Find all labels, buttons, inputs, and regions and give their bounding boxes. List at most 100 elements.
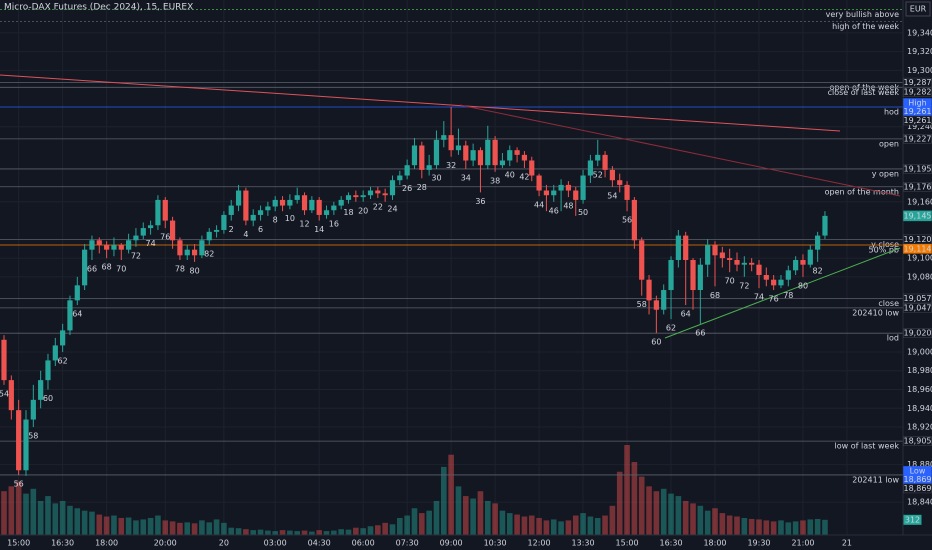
candle-body [184, 249, 190, 256]
x-tick-label: 20:00 [154, 539, 177, 548]
price-badge-label: 19,020 [904, 329, 932, 338]
price-badge-label: 19,120 [904, 235, 932, 244]
bar-number: 52 [593, 171, 603, 180]
volume-bar [177, 522, 183, 535]
level-label: 50% pb [869, 245, 899, 254]
candle-body [272, 199, 278, 207]
currency-box[interactable] [905, 1, 931, 17]
volume-bar [213, 519, 220, 535]
bar-number: 18 [343, 208, 353, 217]
candle-body [316, 199, 322, 215]
candle-body [243, 190, 249, 221]
volume-bar [191, 523, 198, 535]
bar-number: 62 [666, 324, 676, 333]
candle-body [419, 145, 425, 170]
price-badge-label: 19,287 [904, 78, 932, 87]
candle-body [177, 240, 183, 256]
candle-body [1, 339, 7, 381]
level-label: lod [887, 334, 899, 343]
candle-body [602, 154, 608, 170]
volume-bar [301, 530, 308, 535]
volume-bar [756, 519, 762, 535]
level-label: low of last week [835, 442, 900, 451]
candle-body [441, 135, 447, 140]
bar-number: 20 [358, 206, 368, 215]
bar-number: 58 [28, 432, 38, 441]
volume-bar [331, 530, 337, 535]
y-tick-label: 19,000 [907, 347, 932, 356]
candle-body [162, 199, 168, 221]
level-label: y close [871, 240, 899, 249]
chart-title: Micro-DAX Futures (Dec 2024), 15, EUREX [4, 3, 193, 13]
volume-bar [800, 520, 806, 535]
bar-number: 74 [754, 293, 764, 302]
x-tick-label: 03:00 [264, 539, 287, 548]
candle-body [646, 279, 652, 301]
x-tick-label: 18:00 [95, 539, 118, 548]
candle-body [536, 175, 542, 191]
bar-number: 30 [431, 173, 441, 182]
volume-bar [807, 519, 814, 535]
bar-number: 72 [131, 251, 141, 260]
candle-body [104, 244, 110, 250]
volume-bar [206, 522, 213, 535]
volume-bar [631, 462, 638, 535]
currency[interactable]: EUR [910, 5, 927, 14]
candle-body [257, 210, 264, 215]
volume-bar [580, 513, 586, 535]
candle-body [148, 225, 154, 229]
volume-bar [59, 500, 66, 535]
volume-bar [587, 516, 594, 535]
volume-bar [162, 520, 169, 535]
candle-body [477, 150, 484, 166]
candle-body [345, 195, 352, 200]
y-tick-label: 18,940 [907, 404, 932, 413]
level-label: close [878, 299, 899, 308]
price-badge-label: 19,114 [904, 244, 932, 253]
candle-body [397, 175, 403, 181]
price-badge-label: 19,195 [904, 164, 932, 173]
volume-bar [785, 522, 792, 535]
volume-bar [646, 486, 652, 535]
volume-bar [594, 517, 601, 535]
candle-body [169, 220, 176, 241]
volume-bar [521, 516, 528, 535]
bar-number: 22 [373, 203, 383, 212]
candle-body [191, 249, 198, 256]
volume-bar [89, 511, 95, 535]
x-tick-label: 21:00 [791, 539, 814, 548]
candle-body [323, 210, 330, 215]
volume-bar [499, 510, 506, 535]
price-badge-label: 19,282 [904, 88, 932, 97]
candle-body [580, 175, 586, 200]
volume-bar [770, 521, 777, 535]
levels: very bullish above high of the week open o… [0, 8, 903, 484]
candle-body [199, 240, 205, 256]
candle-body [279, 199, 286, 206]
bar-number: 76 [769, 295, 779, 304]
bar-number: 72 [739, 281, 749, 290]
candle-body [360, 195, 366, 198]
volume-bar [682, 500, 689, 535]
bar-number: 82 [813, 266, 823, 275]
volume-bar [30, 488, 37, 535]
volume-bar [543, 520, 550, 535]
volume-bar [125, 517, 132, 535]
volume-bar [67, 505, 73, 535]
candle-body [499, 160, 506, 166]
x-tick-label: 06:00 [352, 539, 375, 548]
bar-number: 8 [273, 216, 278, 225]
volume-bar [103, 516, 110, 535]
y-tick-label: 18,920 [907, 423, 932, 432]
bar-number: 64 [72, 310, 82, 319]
price-badge-label: 19,145 [904, 211, 932, 220]
volume-bar [455, 486, 462, 535]
candle-body [631, 199, 637, 241]
bar-number: 60 [43, 394, 53, 403]
volume-bar [118, 517, 125, 535]
candle-body [558, 184, 564, 191]
level-label: hod [884, 108, 899, 117]
candle-body [573, 190, 579, 200]
volume-bar [462, 496, 469, 535]
